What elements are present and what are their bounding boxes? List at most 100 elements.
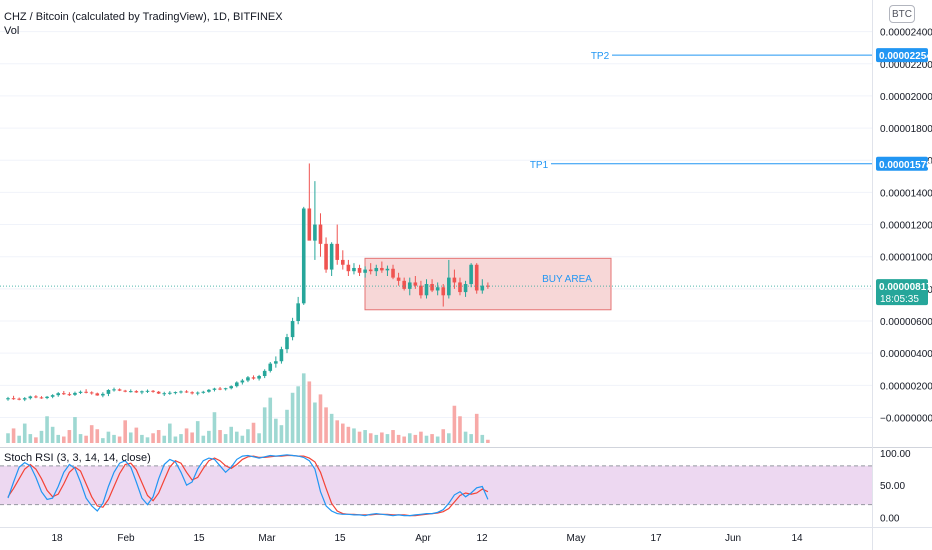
- volume-bar: [184, 428, 189, 443]
- time-tick-label: 12: [476, 533, 488, 544]
- volume-legend[interactable]: Vol: [4, 25, 20, 37]
- stoch-rsi-pane[interactable]: 100.00 50.00 0.00: [0, 449, 911, 525]
- volume-bar: [486, 439, 490, 443]
- volume-bar: [352, 428, 356, 443]
- price-tick-label: 0.00000600: [880, 317, 932, 328]
- currency-button[interactable]: BTC: [889, 5, 915, 23]
- candle-body: [424, 284, 429, 296]
- time-tick-label: May: [567, 533, 586, 544]
- candle-body: [419, 285, 423, 296]
- candle-body: [296, 303, 300, 322]
- volume-bar: [117, 436, 122, 443]
- candle-body: [190, 392, 194, 394]
- volume-bar: [168, 423, 172, 443]
- time-tick-label: Mar: [258, 533, 276, 544]
- volume-bar: [368, 433, 373, 443]
- volume-bar: [112, 434, 116, 443]
- symbol-title[interactable]: CHZ / Bitcoin (calculated by TradingView…: [4, 11, 283, 23]
- candle-body: [474, 264, 479, 291]
- volume-bar: [145, 437, 150, 443]
- volume-bar: [469, 434, 473, 443]
- volume-bar: [251, 422, 256, 443]
- volume-bar: [391, 430, 395, 443]
- volume-bar: [179, 434, 183, 443]
- volume-bar: [201, 435, 206, 443]
- rsi-k-line: [7, 454, 489, 517]
- volume-bar: [73, 417, 77, 443]
- volume-bars: [6, 373, 490, 443]
- candle-body: [274, 361, 278, 364]
- candle-body: [268, 363, 273, 371]
- volume-bar: [313, 402, 317, 443]
- volume-bar: [435, 436, 440, 443]
- volume-bar: [95, 429, 100, 443]
- volume-bar: [89, 425, 94, 443]
- volume-bar: [363, 430, 367, 443]
- time-tick-label: Jun: [725, 533, 741, 544]
- time-tick-label: Feb: [117, 533, 135, 544]
- target-levels[interactable]: TP2 TP1: [0, 51, 872, 287]
- volume-bar: [134, 427, 139, 443]
- candle-body: [251, 377, 256, 379]
- volume-bar: [318, 394, 323, 443]
- time-tick-label: Apr: [415, 533, 431, 544]
- volume-bar: [385, 434, 390, 443]
- volume-bar: [430, 434, 434, 443]
- current-price-badge: [876, 279, 928, 306]
- candle-body: [391, 268, 395, 278]
- candle-body: [435, 287, 440, 291]
- volume-bar: [290, 392, 295, 443]
- candle-body: [313, 224, 317, 241]
- candle-body: [201, 391, 206, 393]
- candle-body: [56, 393, 61, 396]
- candle-body: [385, 268, 390, 271]
- volume-bar: [346, 426, 351, 443]
- volume-bar: [207, 430, 211, 443]
- time-axis[interactable]: 18 Feb 15 Mar 15 Apr 12 May 17 Jun 14: [51, 533, 803, 544]
- volume-bar: [441, 429, 446, 443]
- volume-bar: [67, 430, 72, 443]
- candle-body: [458, 282, 462, 293]
- time-tick-label: 14: [791, 533, 803, 544]
- price-badges: 0.00002254 0.00001578 0.00000817 18:05:3…: [876, 48, 932, 306]
- symbol-legend[interactable]: CHZ / Bitcoin (calculated by TradingView…: [4, 10, 283, 38]
- volume-bar: [84, 435, 88, 443]
- price-axis[interactable]: 0.00002400 0.00002200 0.00002000 0.00001800…: [880, 28, 932, 425]
- price-tick-label: 0.00001800: [880, 124, 932, 135]
- candle-body: [486, 285, 490, 287]
- volume-bar: [458, 416, 462, 443]
- candle-body: [67, 394, 72, 396]
- volume-bar: [463, 431, 468, 443]
- candle-body: [246, 377, 250, 381]
- volume-bar: [335, 420, 340, 443]
- candle-body: [229, 386, 233, 389]
- candle-body: [184, 391, 189, 393]
- candle-body: [73, 392, 77, 395]
- candle-body: [234, 382, 239, 387]
- candle-body: [62, 393, 66, 395]
- volume-bar: [452, 405, 457, 443]
- volume-bar: [28, 434, 33, 443]
- stoch-rsi-legend[interactable]: Stoch RSI (3, 3, 14, 14, close): [4, 452, 151, 464]
- volume-bar: [106, 431, 111, 443]
- candle-body: [407, 282, 412, 289]
- candle-body: [78, 391, 83, 393]
- candle-body: [262, 370, 267, 377]
- volume-bar: [229, 426, 233, 443]
- candle-body: [257, 376, 261, 379]
- volume-bar: [140, 434, 144, 443]
- tp1-label: TP1: [530, 160, 549, 171]
- candle-body: [413, 282, 418, 286]
- volume-bar: [285, 409, 289, 443]
- candle-body: [17, 398, 21, 400]
- volume-bar: [402, 436, 406, 443]
- candle-body: [145, 390, 150, 392]
- time-tick-label: 15: [334, 533, 346, 544]
- candle-body: [84, 391, 88, 393]
- candle-body: [106, 390, 111, 394]
- candle-body: [6, 398, 10, 400]
- candle-body: [396, 277, 401, 281]
- candle-body: [112, 389, 116, 391]
- volume-bar: [22, 423, 27, 443]
